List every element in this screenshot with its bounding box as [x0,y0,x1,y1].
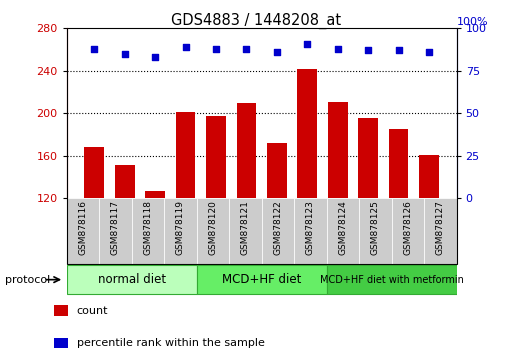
Bar [262,198,294,264]
Bar [358,118,378,198]
Point [303,41,311,46]
Bar [175,112,195,198]
Bar [115,165,134,198]
Text: GSM878123: GSM878123 [306,200,315,255]
Bar [196,265,327,294]
Text: GDS4883 / 1448208_at: GDS4883 / 1448208_at [171,12,342,29]
Bar [328,102,348,198]
Bar [327,198,359,264]
Text: GSM878124: GSM878124 [339,200,347,255]
Text: GSM878127: GSM878127 [436,200,445,255]
Point [242,46,250,52]
Point [182,44,190,50]
Bar [229,198,262,264]
Text: GSM878117: GSM878117 [111,200,120,255]
Text: 100%: 100% [457,17,488,27]
Text: GSM878119: GSM878119 [176,200,185,255]
Text: count: count [77,306,108,315]
Point [212,46,220,52]
Bar [99,198,132,264]
Point [90,46,98,52]
Bar [67,198,99,264]
Text: MCD+HF diet: MCD+HF diet [222,273,301,286]
Point [333,46,342,52]
Text: percentile rank within the sample: percentile rank within the sample [77,338,265,348]
Bar [53,338,68,348]
Text: GSM878121: GSM878121 [241,200,250,255]
Text: GSM878125: GSM878125 [371,200,380,255]
Bar [85,147,104,198]
Bar [267,143,287,198]
Bar [389,129,408,198]
Text: normal diet: normal diet [97,273,166,286]
Bar [294,198,327,264]
Bar [391,198,424,264]
Bar [164,198,196,264]
Point [425,49,433,55]
Bar [419,155,439,198]
Bar [359,198,391,264]
Bar [196,198,229,264]
Bar [424,198,457,264]
Point [121,51,129,57]
Bar [67,265,196,294]
Text: GSM878122: GSM878122 [273,200,282,255]
Bar [53,305,68,316]
Text: GSM878120: GSM878120 [208,200,218,255]
Bar [298,69,317,198]
Text: MCD+HF diet with metformin: MCD+HF diet with metformin [320,275,464,285]
Text: GSM878118: GSM878118 [144,200,152,255]
Text: GSM878126: GSM878126 [403,200,412,255]
Text: protocol: protocol [5,275,50,285]
Text: GSM878116: GSM878116 [78,200,87,255]
Point [273,49,281,55]
Point [151,55,159,60]
Bar [206,116,226,198]
Bar [236,103,256,198]
Point [364,47,372,53]
Point [394,47,403,53]
Bar [327,265,457,294]
Bar [145,191,165,198]
Bar [132,198,164,264]
